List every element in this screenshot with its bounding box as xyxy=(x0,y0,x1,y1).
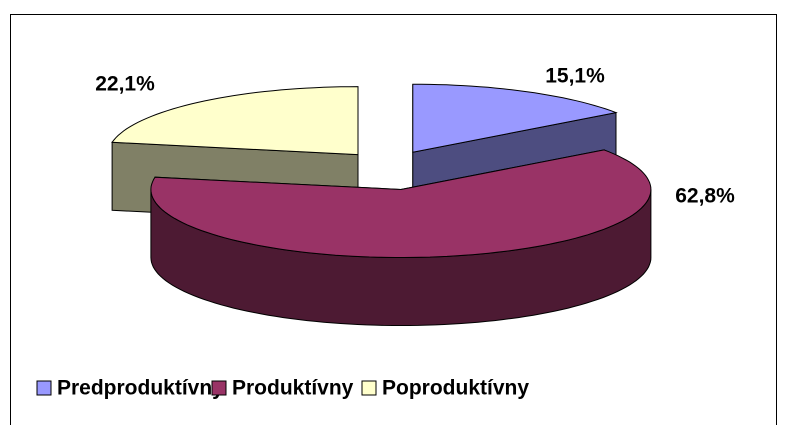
legend-label: Predproduktívny xyxy=(57,377,224,400)
pie-slice xyxy=(150,149,652,326)
data-label: 62,8% xyxy=(675,185,735,208)
slice-top xyxy=(111,86,359,156)
legend-label: Poproduktívny xyxy=(382,377,529,400)
data-label: 15,1% xyxy=(545,65,605,88)
legend-label: Produktívny xyxy=(232,377,354,400)
legend-swatch xyxy=(361,380,377,396)
slice-top xyxy=(150,149,652,258)
slice-top xyxy=(412,83,618,153)
legend-swatch xyxy=(36,380,52,396)
data-label: 22,1% xyxy=(95,73,155,96)
legend-swatch xyxy=(211,380,227,396)
